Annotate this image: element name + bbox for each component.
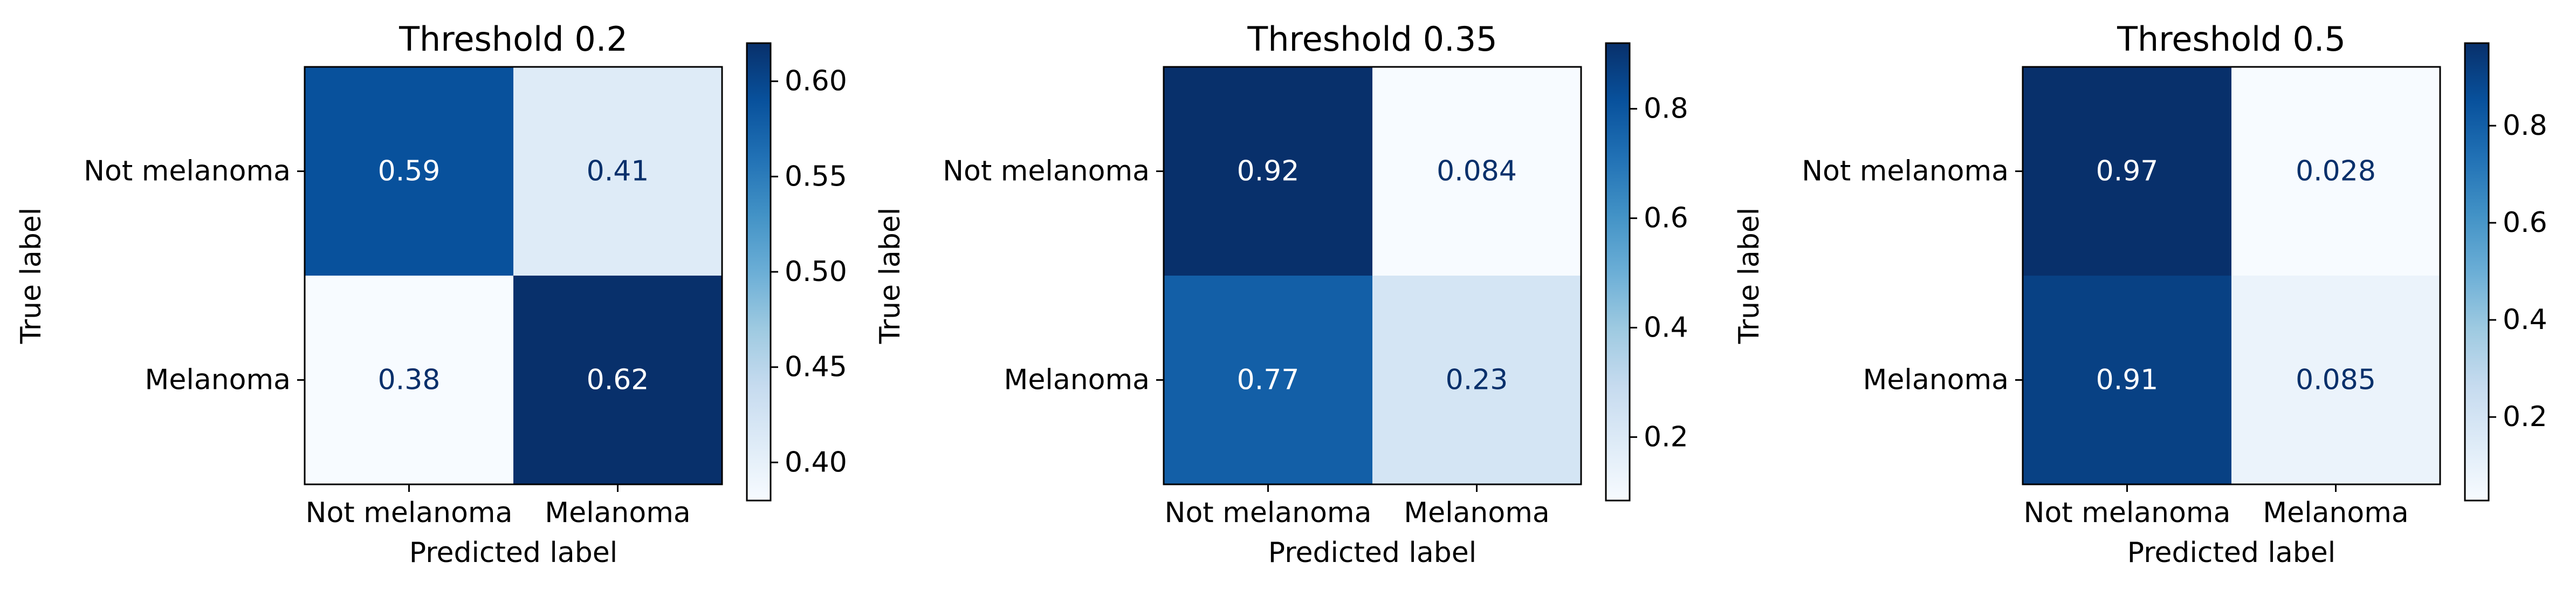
- panel-title: Threshold 0.5: [2117, 19, 2346, 59]
- colorbar-tick-label: 0.4: [2503, 304, 2547, 336]
- matrix-frame: [1163, 66, 1582, 485]
- matrix-frame: [304, 66, 723, 485]
- cell-value-label: 0.62: [587, 364, 649, 396]
- cell-value-label: 0.38: [378, 364, 441, 396]
- matrix-cell-r0-c1: [513, 67, 722, 276]
- colorbar-tick-label: 0.8: [1644, 93, 1688, 125]
- x-axis-label: Predicted label: [1268, 537, 1476, 569]
- cell-value-label: 0.77: [1237, 364, 1300, 396]
- matrix-cell-r0-c0: [305, 67, 513, 276]
- matrix-cell-r0-c0: [2023, 67, 2231, 276]
- cell-value-label: 0.92: [1237, 155, 1300, 188]
- colorbar: [1605, 42, 1631, 502]
- y-tick-label: Not melanoma: [84, 155, 291, 188]
- y-tick-label: Melanoma: [145, 364, 291, 396]
- matrix-frame: [2022, 66, 2441, 485]
- matrix-cell-r0-c1: [1372, 67, 1581, 276]
- colorbar-tick-label: 0.55: [785, 160, 847, 193]
- cell-value-label: 0.59: [378, 155, 441, 188]
- colorbar: [2464, 42, 2490, 502]
- y-tick-label: Not melanoma: [943, 155, 1150, 188]
- confusion-matrix-panel-2: 0.92 0.084 0.77 0.23 Threshold 0.35 Not melan…: [874, 19, 1688, 569]
- panel-title: Threshold 0.2: [399, 19, 628, 59]
- cell-value-label: 0.085: [2296, 364, 2376, 396]
- cell-value-label: 0.084: [1437, 155, 1517, 188]
- matrix-cell-r1-c0: [1164, 276, 1372, 484]
- colorbar-tick-label: 0.60: [785, 65, 847, 98]
- cell-value-label: 0.41: [587, 155, 649, 188]
- confusion-matrix-panel-1: 0.59 0.41 0.38 0.62 Threshold 0.2 Not melanom…: [15, 19, 847, 569]
- y-tick-label: Melanoma: [1004, 364, 1150, 396]
- cell-value-label: 0.028: [2296, 155, 2376, 188]
- x-tick-label: Not melanoma: [306, 497, 513, 529]
- y-axis-label: True label: [1733, 208, 1766, 345]
- colorbar-tick-label: 0.45: [785, 351, 847, 383]
- cell-value-label: 0.23: [1446, 364, 1508, 396]
- x-axis-label: Predicted label: [2127, 537, 2335, 569]
- colorbar-tick-label: 0.2: [1644, 421, 1688, 453]
- colorbar-tick-label: 0.8: [2503, 109, 2547, 142]
- y-axis-label: True label: [15, 208, 47, 345]
- colorbar-tick-label: 0.4: [1644, 311, 1688, 344]
- colorbar-tick-label: 0.6: [1644, 202, 1688, 235]
- x-tick-label: Not melanoma: [1165, 497, 1372, 529]
- matrix-cell-r1-c1: [2231, 276, 2440, 484]
- matrix-cell-r1-c0: [2023, 276, 2231, 484]
- colorbar: [746, 42, 772, 502]
- colorbar-tick-label: 0.6: [2503, 207, 2547, 239]
- x-tick-label: Melanoma: [2263, 497, 2408, 529]
- y-axis-label: True label: [874, 208, 906, 345]
- matrix-cell-r1-c1: [513, 276, 722, 484]
- x-tick-label: Not melanoma: [2024, 497, 2231, 529]
- x-tick-label: Melanoma: [1404, 497, 1549, 529]
- y-tick-label: Melanoma: [1863, 364, 2009, 396]
- cell-value-label: 0.97: [2096, 155, 2159, 188]
- colorbar-tick-label: 0.40: [785, 446, 847, 478]
- confusion-matrix-panel-3: 0.97 0.028 0.91 0.085 Threshold 0.5 Not melan…: [1733, 19, 2547, 569]
- cell-value-label: 0.91: [2096, 364, 2159, 396]
- matrix-cell-r0-c1: [2231, 67, 2440, 276]
- colorbar-tick-label: 0.50: [785, 256, 847, 288]
- x-tick-label: Melanoma: [545, 497, 690, 529]
- x-axis-label: Predicted label: [409, 537, 617, 569]
- y-tick-label: Not melanoma: [1802, 155, 2009, 188]
- matrix-cell-r1-c0: [305, 276, 513, 484]
- matrix-cell-r0-c0: [1164, 67, 1372, 276]
- panel-title: Threshold 0.35: [1247, 19, 1497, 59]
- matrix-cell-r1-c1: [1372, 276, 1581, 484]
- colorbar-tick-label: 0.2: [2503, 401, 2547, 433]
